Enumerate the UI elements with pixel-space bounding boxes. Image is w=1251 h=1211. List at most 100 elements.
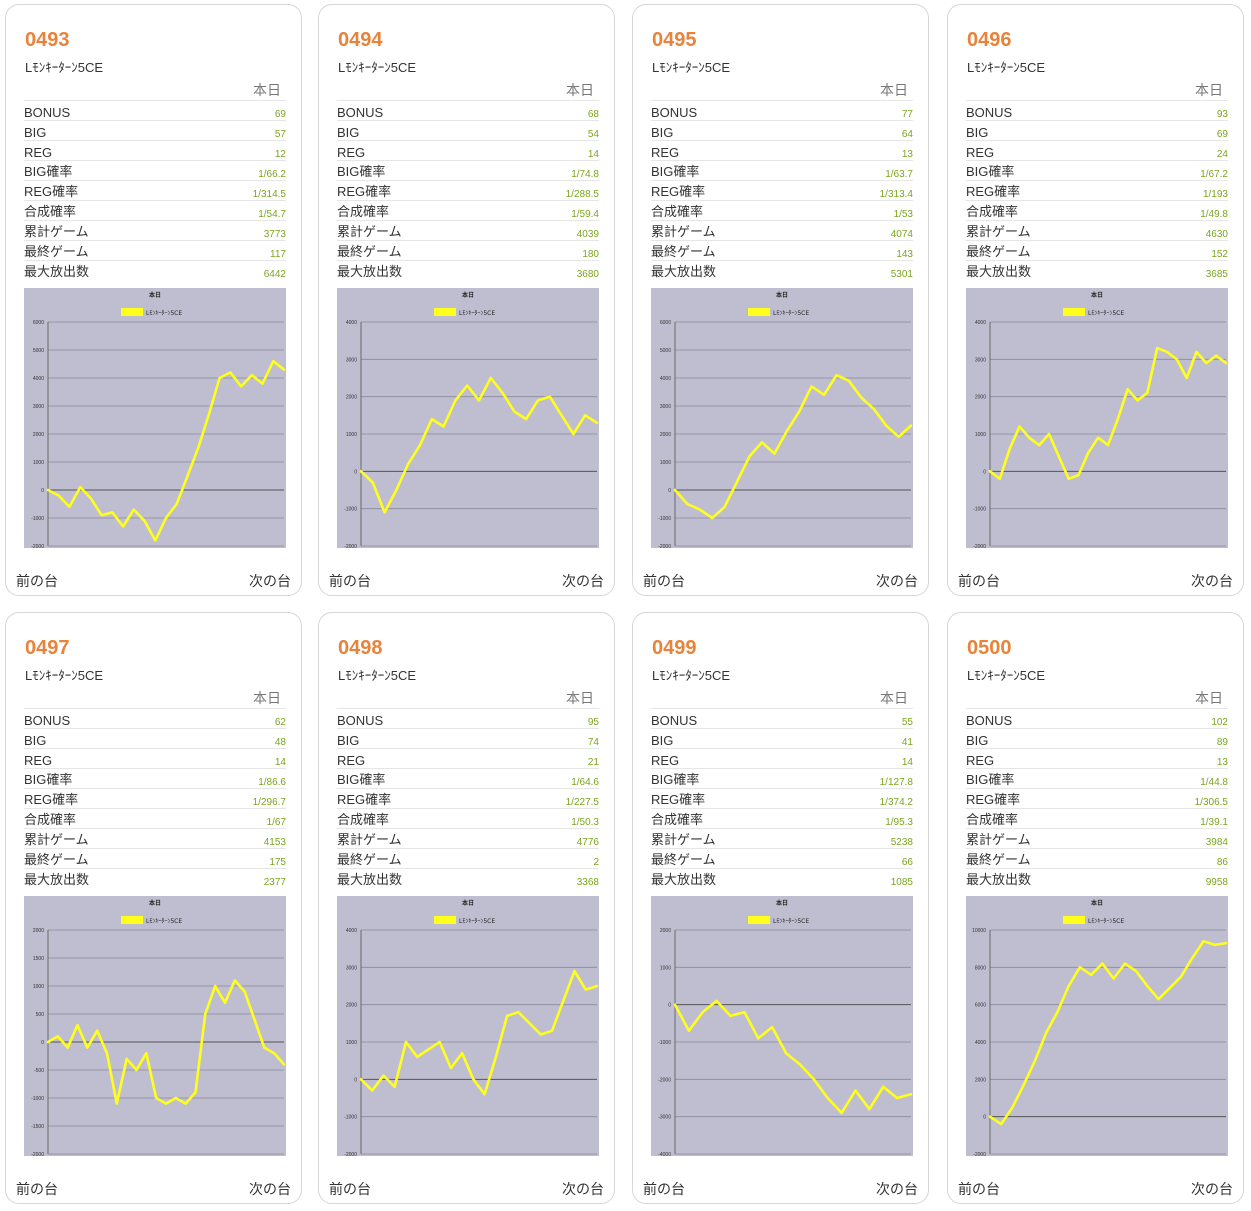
prev-machine-link[interactable]: 前の台	[958, 1181, 1000, 1197]
machine-number[interactable]: 0498	[338, 637, 383, 659]
stat-value: 3368	[510, 868, 599, 888]
stat-value: 66	[824, 848, 913, 869]
stat-row: REG 14	[337, 140, 599, 161]
stat-row: REG 21	[337, 748, 599, 769]
stat-label: BIG確率	[966, 768, 1140, 789]
payout-chart: -2000 -1500 -1000 -500 0 500 1000 1500 2000 本日 Lﾓﾝ…	[24, 896, 286, 1156]
y-tick-label: -4000	[658, 1152, 671, 1156]
payout-chart: -2000 -1000 0 1000 2000 3000 4000 本日 Lﾓﾝｷｰﾀｰﾝ5CE	[966, 288, 1228, 548]
chart-background	[337, 896, 599, 1156]
y-tick-label: 1000	[33, 984, 44, 990]
prev-machine-link[interactable]: 前の台	[643, 1181, 685, 1197]
stat-row: BIG 74	[337, 728, 599, 749]
next-machine-link[interactable]: 次の台	[876, 573, 918, 589]
y-tick-label: 2000	[975, 395, 986, 401]
y-tick-label: -1000	[344, 507, 357, 513]
stat-value: 1/95.3	[824, 808, 913, 829]
stat-row: 合成確率 1/95.3	[651, 808, 913, 829]
machine-number[interactable]: 0497	[25, 637, 70, 659]
legend-label: Lﾓﾝｷｰﾀｰﾝ5CE	[1088, 310, 1124, 317]
stat-label: 最大放出数	[651, 260, 825, 280]
next-machine-link[interactable]: 次の台	[249, 573, 291, 589]
machine-card: 0497 Lﾓﾝｷｰﾀｰﾝ5CE 本日 BONUS 62 BIG 48 REG 14 BIG確率 1…	[5, 612, 302, 1204]
machine-number[interactable]: 0495	[652, 29, 697, 51]
stat-value: 1/59.4	[510, 200, 599, 221]
stat-value: 1/74.8	[510, 160, 599, 181]
stat-value: 41	[824, 728, 913, 749]
stat-value: 1/374.2	[824, 788, 913, 809]
prev-machine-link[interactable]: 前の台	[643, 573, 685, 589]
machine-card: 0495 Lﾓﾝｷｰﾀｰﾝ5CE 本日 BONUS 77 BIG 64 REG 13 BIG確率 1…	[632, 4, 929, 596]
stat-row: 合成確率 1/49.8	[966, 200, 1228, 221]
prev-machine-link[interactable]: 前の台	[16, 1181, 58, 1197]
y-tick-label: 3000	[33, 404, 44, 410]
prev-machine-link[interactable]: 前の台	[16, 573, 58, 589]
legend-swatch	[748, 308, 770, 316]
stat-value: 21	[510, 748, 599, 769]
stat-value: 13	[824, 140, 913, 161]
chart-svg: -2000 0 2000 4000 6000 8000 10000 本日 Lﾓﾝｷｰﾀｰﾝ5CE	[966, 896, 1228, 1156]
next-machine-link[interactable]: 次の台	[562, 573, 604, 589]
machine-number[interactable]: 0493	[25, 29, 70, 51]
legend-label: Lﾓﾝｷｰﾀｰﾝ5CE	[773, 918, 809, 925]
next-machine-link[interactable]: 次の台	[876, 1181, 918, 1197]
stat-row: BONUS 69	[24, 100, 286, 121]
y-tick-label: -1000	[973, 507, 986, 513]
stat-row: 最大放出数 5301	[651, 260, 913, 280]
stat-label: BIG	[966, 120, 1150, 141]
stat-value: 1/50.3	[510, 808, 599, 829]
stat-value: 74	[510, 728, 599, 749]
stat-label: REG	[24, 748, 198, 769]
stat-label: REG確率	[651, 180, 825, 201]
stat-value: 117	[197, 240, 286, 261]
chart-title: 本日	[149, 291, 161, 299]
stat-label: REG確率	[24, 788, 198, 809]
chart-title: 本日	[462, 291, 474, 299]
stat-label: 合成確率	[337, 808, 511, 829]
y-tick-label: 3000	[660, 404, 671, 410]
prev-machine-link[interactable]: 前の台	[329, 573, 371, 589]
stat-row: BIG 57	[24, 120, 286, 141]
machine-number[interactable]: 0494	[338, 29, 383, 51]
stat-label: 合成確率	[651, 200, 825, 221]
chart-background	[651, 896, 913, 1156]
stat-value: 13	[1139, 748, 1228, 769]
series-line	[673, 999, 913, 1115]
machine-model: Lﾓﾝｷｰﾀｰﾝ5CE	[967, 60, 1046, 75]
stat-row: REG確率 1/296.7	[24, 788, 286, 809]
stat-label: 合成確率	[651, 808, 825, 829]
machine-number[interactable]: 0496	[967, 29, 1012, 51]
machine-card: 0500 Lﾓﾝｷｰﾀｰﾝ5CE 本日 BONUS 102 BIG 89 REG 13 BIG確率…	[947, 612, 1244, 1204]
y-tick-label: 1500	[33, 956, 44, 962]
stat-label: BIG確率	[966, 160, 1150, 181]
stat-row: 合成確率 1/53	[651, 200, 913, 221]
y-tick-label: 6000	[975, 1003, 986, 1009]
stat-label: 合成確率	[24, 808, 198, 829]
next-machine-link[interactable]: 次の台	[1191, 1181, 1233, 1197]
prev-machine-link[interactable]: 前の台	[329, 1181, 371, 1197]
next-machine-link[interactable]: 次の台	[249, 1181, 291, 1197]
legend-swatch	[434, 916, 456, 924]
stat-row: REG確率 1/288.5	[337, 180, 599, 201]
stat-value: 1/306.5	[1139, 788, 1228, 809]
stat-value: 1/39.1	[1139, 808, 1228, 829]
stat-row: BIG 48	[24, 728, 286, 749]
machine-number[interactable]: 0499	[652, 637, 697, 659]
chart-svg: -2000 -1000 0 1000 2000 3000 4000 5000 6000 本日 Lﾓﾝ…	[651, 288, 913, 548]
machine-card: 0496 Lﾓﾝｷｰﾀｰﾝ5CE 本日 BONUS 93 BIG 69 REG 24 BIG確率 1…	[947, 4, 1244, 596]
y-tick-label: -1000	[344, 1115, 357, 1121]
stats-table: BONUS 95 BIG 74 REG 21 BIG確率 1/64.6 REG確率 1/227.5…	[337, 708, 599, 888]
stat-label: BIG	[337, 728, 511, 749]
machine-number[interactable]: 0500	[967, 637, 1012, 659]
stat-value: 24	[1149, 140, 1228, 161]
next-machine-link[interactable]: 次の台	[562, 1181, 604, 1197]
legend-swatch	[1063, 308, 1085, 316]
stat-label: 累計ゲーム	[24, 220, 198, 241]
payout-chart: -4000 -3000 -2000 -1000 0 1000 2000 本日 Lﾓﾝｷｰﾀｰﾝ5…	[651, 896, 913, 1156]
stat-value: 175	[197, 848, 286, 869]
next-machine-link[interactable]: 次の台	[1191, 573, 1233, 589]
stat-value: 2377	[197, 868, 286, 888]
stat-row: BONUS 93	[966, 100, 1228, 121]
stat-row: REG 14	[651, 748, 913, 769]
prev-machine-link[interactable]: 前の台	[958, 573, 1000, 589]
